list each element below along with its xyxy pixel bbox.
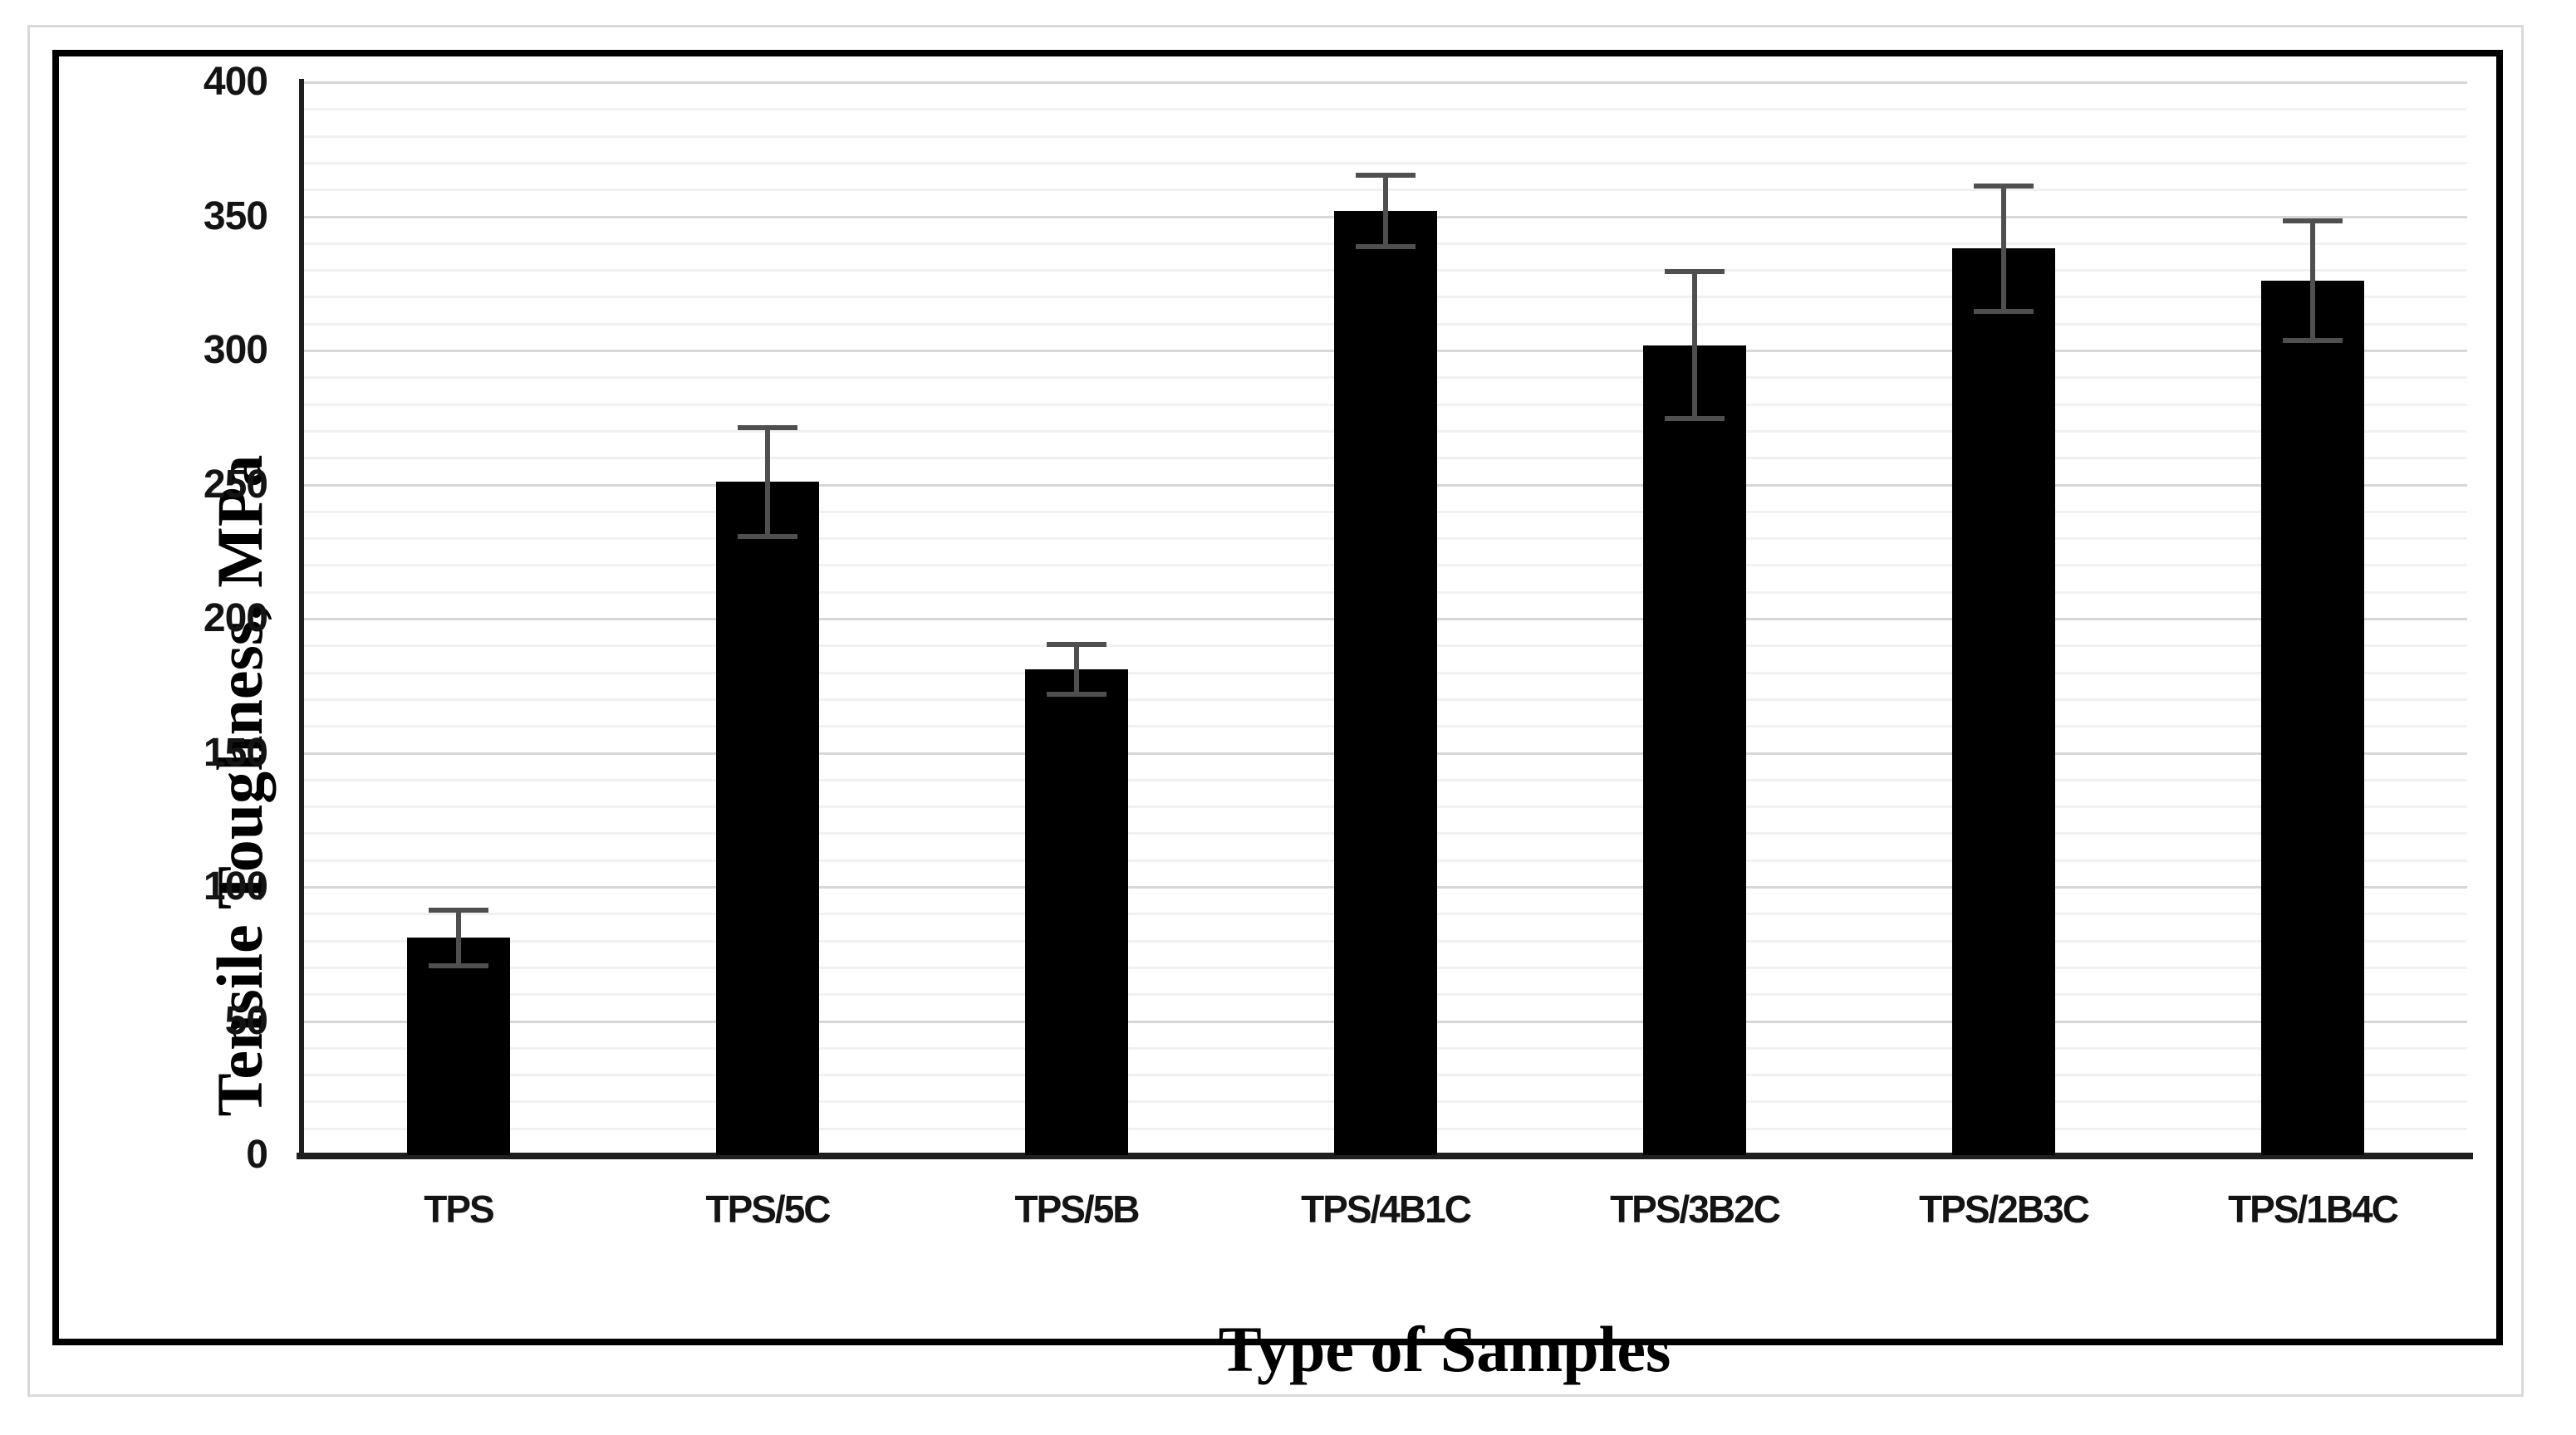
gridline-minor (304, 161, 2467, 164)
error-bar-cap-bottom (1047, 692, 1106, 698)
error-bar-cap-bottom (1665, 415, 1725, 421)
bar (1952, 248, 2055, 1155)
y-tick-label: 150 (203, 730, 268, 775)
error-bar-cap-top (1047, 642, 1106, 648)
x-tick-label: TPS/5C (705, 1188, 831, 1231)
y-tick-label: 400 (203, 60, 268, 104)
error-bar-cap-top (738, 424, 797, 430)
error-bar-cap-top (1974, 183, 2034, 189)
gridline-major (304, 81, 2467, 84)
bar (1025, 669, 1128, 1155)
gridline-minor (304, 108, 2467, 111)
error-bar-cap-bottom (1356, 244, 1416, 250)
error-bar-stem (2310, 221, 2315, 340)
error-bar-cap-bottom (429, 962, 488, 968)
error-bar-cap-bottom (1974, 308, 2034, 314)
y-axis-line (299, 79, 304, 1159)
y-tick-label: 200 (203, 596, 268, 640)
x-tick-label: TPS/3B2C (1610, 1188, 1781, 1231)
y-tick-label: 300 (203, 328, 268, 372)
error-bar-cap-top (1356, 173, 1416, 179)
x-tick-label: TPS/1B4C (2228, 1188, 2399, 1231)
error-bar-stem (1383, 176, 1388, 247)
bar (1334, 211, 1437, 1155)
error-bar-stem (1074, 645, 1079, 694)
error-bar-cap-top (1665, 269, 1725, 275)
error-bar-cap-bottom (738, 533, 797, 539)
gridline-minor (304, 135, 2467, 138)
error-bar-stem (765, 428, 770, 536)
error-bar-cap-bottom (2283, 338, 2343, 344)
x-tick-label: TPS/5B (1014, 1188, 1140, 1231)
y-tick-label: 350 (203, 193, 268, 238)
error-bar-stem (1692, 272, 1697, 418)
bar (716, 482, 819, 1155)
error-bar-stem (456, 911, 461, 965)
error-bar-cap-top (429, 908, 488, 913)
x-axis-line (297, 1153, 2473, 1159)
x-tick-label: TPS/2B3C (1919, 1188, 2090, 1231)
x-tick-label: TPS (424, 1188, 494, 1231)
x-axis-title: Type of Samples (1218, 1313, 1671, 1385)
y-tick-label: 0 (246, 1133, 268, 1177)
y-tick-label: 50 (224, 998, 268, 1043)
error-bar-cap-top (2283, 218, 2343, 223)
y-tick-label: 250 (203, 462, 268, 507)
error-bar-stem (2001, 186, 2006, 311)
bar (407, 938, 510, 1155)
x-tick-label: TPS/4B1C (1301, 1188, 1472, 1231)
y-tick-label: 100 (203, 864, 268, 909)
bar (1643, 345, 1746, 1155)
bar (2261, 281, 2364, 1155)
